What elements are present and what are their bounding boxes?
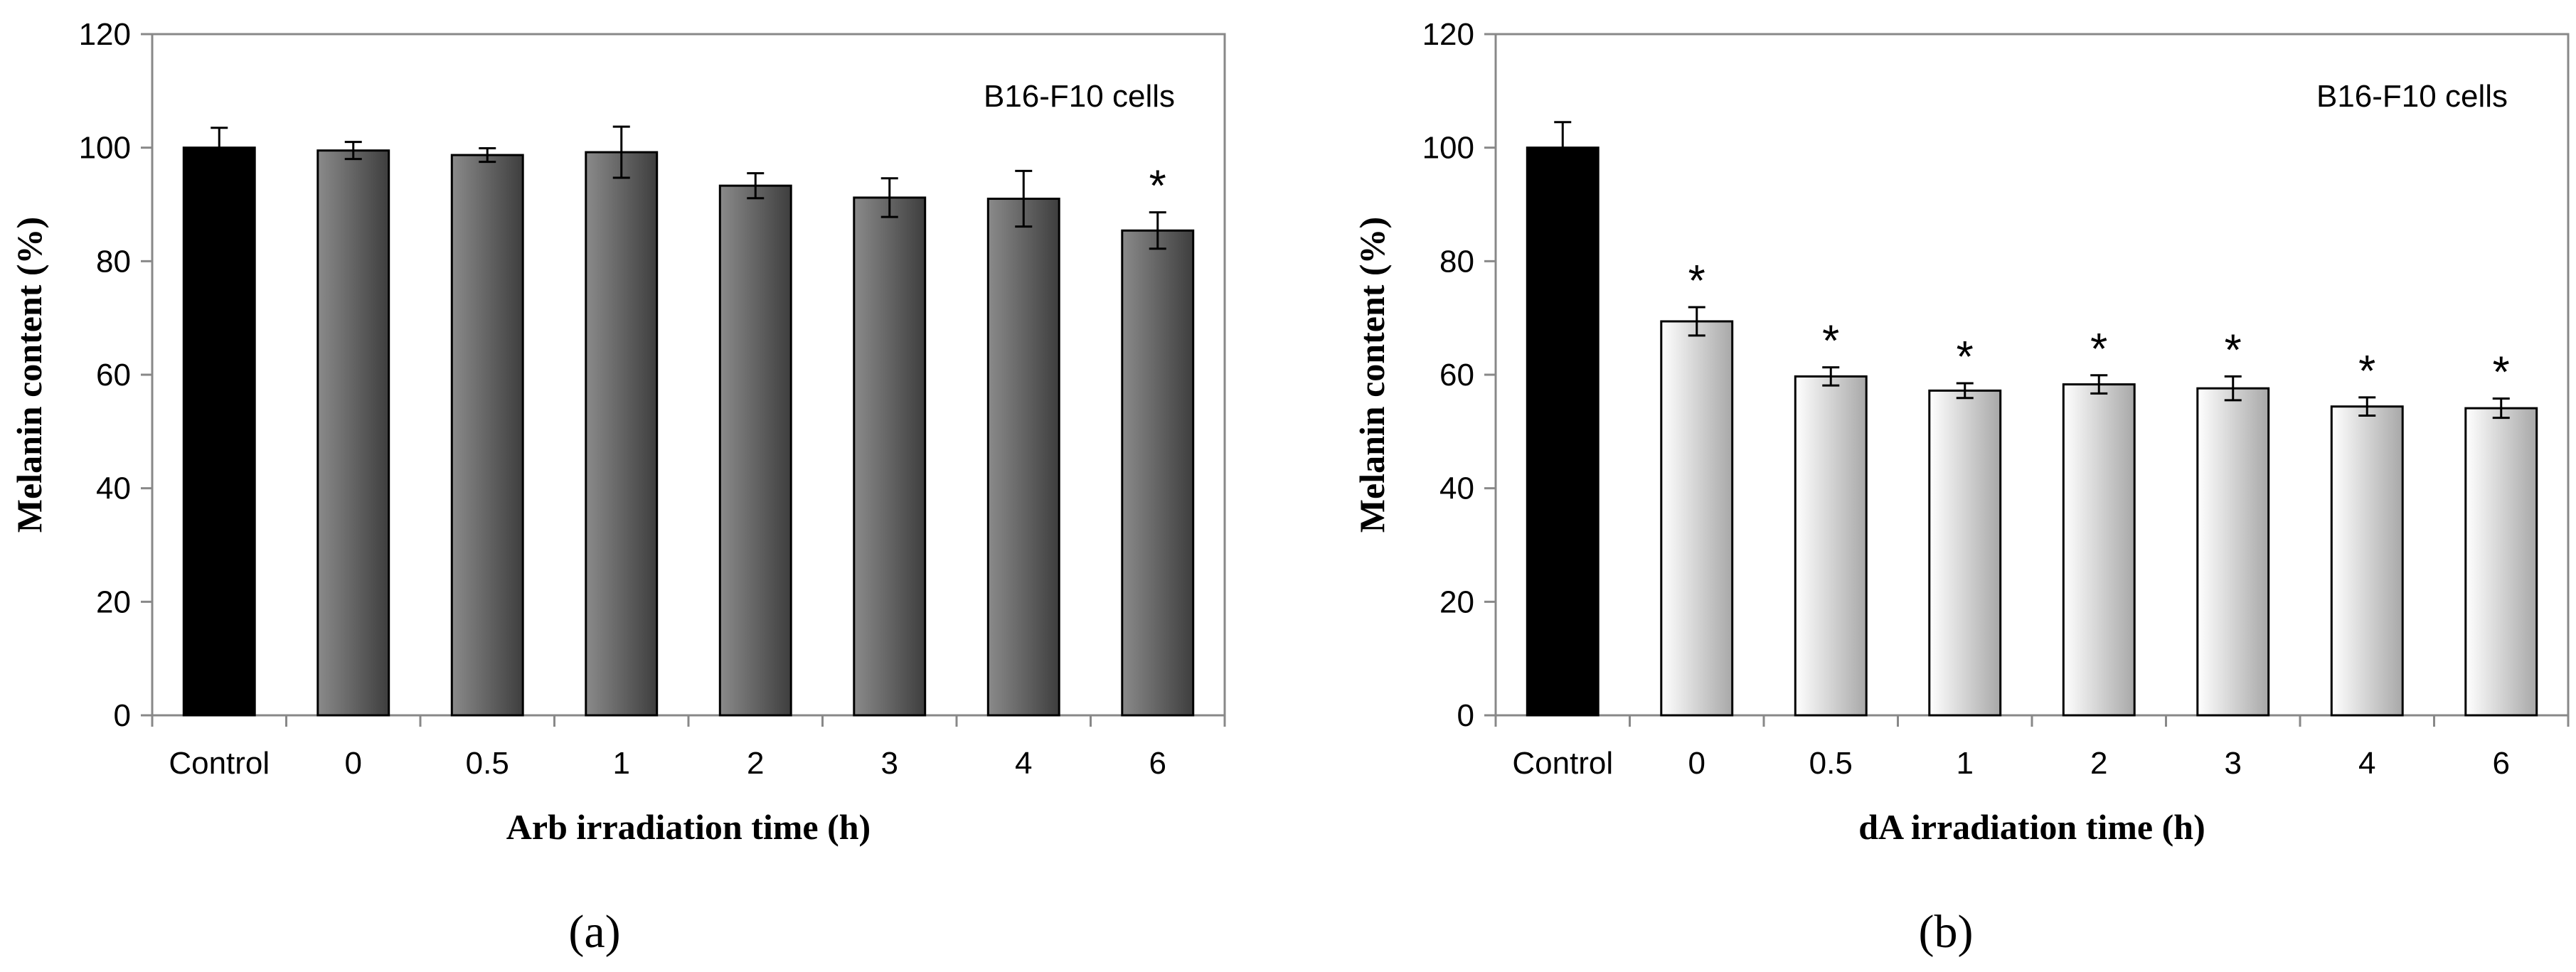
plot-frame bbox=[151, 33, 1226, 717]
y-tick-label: 80 bbox=[96, 244, 131, 279]
y-tick-label: 60 bbox=[1439, 358, 1474, 392]
annotation-label: B16-F10 cells bbox=[984, 79, 1175, 114]
y-tick-labels: 0 20 40 60 80 100 120 bbox=[1422, 17, 1474, 733]
x-axis-ticks bbox=[1494, 715, 2570, 727]
bars bbox=[1526, 146, 2538, 717]
x-tick-label: 6 bbox=[1149, 746, 1166, 781]
y-tick-label: 120 bbox=[1422, 17, 1474, 52]
x-tick-label: Control bbox=[1512, 746, 1613, 781]
bar-control bbox=[182, 146, 256, 717]
error-bars bbox=[1554, 121, 2510, 420]
bar-2 bbox=[718, 184, 792, 717]
x-tick-label: 4 bbox=[2358, 746, 2375, 781]
annotation-label: B16-F10 cells bbox=[2316, 79, 2508, 114]
x-tick-label: 0 bbox=[345, 746, 362, 781]
significance-markers: * bbox=[1149, 162, 1166, 211]
bar-2 bbox=[2062, 383, 2136, 717]
bars bbox=[182, 146, 1195, 717]
plot-frame bbox=[1494, 33, 2570, 717]
y-tick-label: 60 bbox=[96, 358, 131, 392]
bar-control bbox=[1526, 146, 1600, 717]
significance-star: * bbox=[2358, 347, 2375, 396]
significance-star: * bbox=[2090, 325, 2107, 374]
x-axis-title: dA irradiation time (h) bbox=[1858, 807, 2205, 847]
bar-1 bbox=[585, 151, 659, 717]
bar-0 bbox=[316, 149, 390, 717]
significance-star: * bbox=[1688, 257, 1705, 306]
y-tick-label: 100 bbox=[79, 131, 131, 166]
significance-star: * bbox=[2493, 348, 2510, 397]
y-axis-title: Melanin content (%) bbox=[9, 217, 49, 533]
y-tick-label: 40 bbox=[96, 471, 131, 506]
y-axis-title: Melanin content (%) bbox=[1352, 217, 1392, 533]
y-axis-ticks bbox=[141, 33, 152, 717]
y-tick-label: 20 bbox=[96, 584, 131, 619]
panel-label: (a) bbox=[568, 906, 620, 958]
bar-0-5 bbox=[450, 154, 524, 717]
x-tick-label: 0.5 bbox=[466, 746, 509, 781]
x-axis-title: Arb irradiation time (h) bbox=[506, 807, 871, 847]
x-tick-label: 1 bbox=[1957, 746, 1974, 781]
bar-4 bbox=[986, 198, 1060, 717]
bar-4 bbox=[2330, 405, 2404, 717]
x-tick-label: Control bbox=[169, 746, 270, 781]
significance-star: * bbox=[1149, 162, 1166, 211]
x-tick-label: 4 bbox=[1015, 746, 1032, 781]
y-axis-ticks bbox=[1484, 33, 1496, 717]
bar-1 bbox=[1928, 389, 2002, 717]
error-bars bbox=[211, 125, 1166, 250]
y-tick-label: 100 bbox=[1422, 131, 1474, 166]
y-tick-label: 0 bbox=[114, 698, 131, 733]
x-tick-label: 2 bbox=[747, 746, 764, 781]
significance-star: * bbox=[2225, 326, 2242, 375]
bar-6 bbox=[1121, 229, 1195, 717]
y-tick-label: 120 bbox=[79, 17, 131, 52]
x-tick-labels: Control 0 0.5 1 2 3 4 6 bbox=[1512, 746, 2510, 781]
x-tick-label: 3 bbox=[2225, 746, 2242, 781]
x-tick-label: 3 bbox=[881, 746, 898, 781]
x-tick-label: 6 bbox=[2493, 746, 2510, 781]
significance-star: * bbox=[1957, 333, 1974, 382]
bar-0-5 bbox=[1794, 375, 1868, 717]
x-tick-labels: Control 0 0.5 1 2 3 4 6 bbox=[169, 746, 1166, 781]
significance-markers: * * * * * * * bbox=[1688, 257, 2510, 397]
y-tick-label: 0 bbox=[1457, 698, 1474, 733]
chart-panel-a: * 0 20 40 60 80 100 120 Control 0 0.5 1 2 3 4 6 B16-F… bbox=[9, 17, 1226, 958]
bar-6 bbox=[2464, 407, 2538, 717]
panel-label: (b) bbox=[1919, 906, 1974, 958]
x-axis-ticks bbox=[151, 715, 1226, 727]
bar-0 bbox=[1660, 320, 1734, 717]
bar-3 bbox=[2196, 387, 2270, 717]
y-tick-label: 40 bbox=[1439, 471, 1474, 506]
y-tick-labels: 0 20 40 60 80 100 120 bbox=[79, 17, 131, 733]
x-tick-label: 0 bbox=[1688, 746, 1705, 781]
x-tick-label: 0.5 bbox=[1809, 746, 1853, 781]
chart-panel-b: * * * * * * * 0 20 40 60 80 100 120 Control 0 0.5 1 2 3 4 6… bbox=[1352, 17, 2570, 958]
bar-3 bbox=[853, 196, 927, 717]
y-tick-label: 20 bbox=[1439, 584, 1474, 619]
y-tick-label: 80 bbox=[1439, 244, 1474, 279]
significance-star: * bbox=[1822, 317, 1839, 366]
x-tick-label: 2 bbox=[2090, 746, 2107, 781]
x-tick-label: 1 bbox=[613, 746, 630, 781]
